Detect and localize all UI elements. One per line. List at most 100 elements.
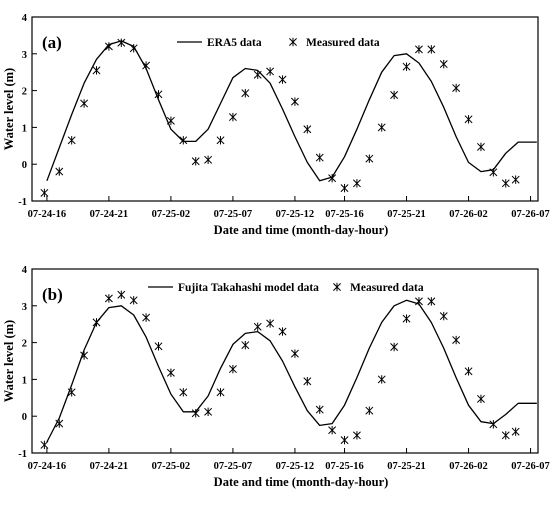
x-tick-label: 07-26-02: [449, 461, 488, 472]
measured-point: [204, 407, 213, 416]
legend-marker-swatch: [333, 282, 341, 292]
measured-point: [501, 431, 510, 440]
measured-point: [278, 327, 287, 336]
measured-point: [439, 59, 448, 69]
measured-point: [365, 406, 374, 415]
x-tick-label: 07-26-02: [449, 209, 488, 220]
x-tick-label: 07-25-07: [214, 209, 253, 220]
y-tick-label: 3: [22, 302, 27, 313]
panel-label: (b): [42, 285, 63, 304]
x-tick-label: 07-25-12: [276, 209, 315, 220]
y-tick-label: 1: [22, 123, 27, 134]
measured-point: [414, 45, 423, 54]
y-tick-label: 0: [22, 412, 27, 423]
x-tick-label: 07-25-21: [387, 209, 426, 220]
x-tick-label: 07-24-21: [90, 209, 129, 220]
measured-point: [191, 157, 200, 166]
measured-point: [166, 116, 175, 125]
x-tick-label: 07-24-21: [90, 461, 129, 472]
legend: ERA5 data Measured data: [177, 37, 380, 49]
measured-point: [129, 44, 138, 53]
measured-point: [290, 97, 299, 106]
y-tick-label: 3: [22, 50, 27, 61]
measured-point: [377, 375, 386, 384]
measured-point: [464, 115, 473, 124]
measured-point: [67, 136, 76, 145]
measured-point: [154, 342, 163, 351]
plot-frame: [31, 16, 539, 202]
measured-point: [154, 90, 163, 99]
x-tick-label: 07-24-16: [28, 461, 67, 472]
y-tick-label: 2: [22, 87, 27, 98]
measured-point: [476, 394, 485, 404]
panel-label: (a): [42, 33, 62, 52]
measured-point: [80, 99, 89, 108]
measured-point: [117, 290, 126, 299]
measured-point: [511, 175, 520, 184]
measured-point: [427, 45, 436, 54]
measured-point: [489, 420, 498, 429]
y-tick-label: 2: [22, 339, 27, 350]
measured-point: [253, 322, 262, 331]
measured-point: [241, 88, 250, 98]
measured-point: [67, 388, 76, 397]
measured-point: [40, 188, 49, 198]
measured-point: [253, 70, 262, 79]
measured-point: [340, 435, 349, 445]
y-tick-label: 0: [22, 160, 27, 171]
measured-point: [266, 67, 275, 76]
y-tick-label: 4: [22, 13, 28, 24]
measured-point: [452, 83, 461, 93]
series-line-era5-data: [46, 40, 537, 182]
measured-point: [328, 425, 337, 435]
measured-point: [117, 38, 126, 47]
y-tick-label: -1: [18, 449, 27, 460]
measured-point: [315, 405, 324, 414]
measured-point: [427, 297, 436, 306]
measured-point: [511, 427, 520, 436]
y-tick-label: -1: [18, 197, 27, 208]
legend-line-label: Fujita Takahashi model data: [178, 282, 319, 294]
measured-point: [241, 340, 250, 350]
x-tick-label: 07-25-16: [325, 209, 364, 220]
measured-point: [142, 313, 151, 322]
chart-panel-1: -1 0 1 2 3 4 07-24-16 07-24-21 07-25-02 07-25-07 0…: [2, 13, 550, 237]
y-axis-label: Water level (m): [2, 68, 16, 150]
legend: Fujita Takahashi model data Measured data: [148, 282, 424, 294]
measured-point: [476, 142, 485, 152]
x-tick-label: 07-25-02: [152, 209, 191, 220]
measured-point: [278, 75, 287, 84]
measured-point: [439, 311, 448, 321]
y-axis-label: Water level (m): [2, 320, 16, 402]
measured-point: [216, 136, 225, 145]
measured-point: [55, 167, 64, 176]
measured-point: [166, 368, 175, 377]
measured-point: [303, 377, 312, 386]
measured-point: [315, 153, 324, 162]
measured-point: [228, 112, 237, 122]
y-tick-label: 4: [22, 265, 28, 276]
x-tick-label: 07-25-02: [152, 461, 191, 472]
measured-point: [104, 42, 113, 51]
x-tick-label: 07-26-07: [511, 209, 550, 220]
measured-point: [216, 388, 225, 397]
x-axis-label: Date and time (month-day-hour): [214, 223, 389, 237]
measured-point: [489, 168, 498, 177]
measured-point: [452, 335, 461, 345]
x-tick-label: 07-25-12: [276, 461, 315, 472]
measured-point: [328, 173, 337, 183]
measured-point: [80, 351, 89, 360]
measured-point: [352, 431, 361, 440]
measured-point: [303, 125, 312, 134]
measured-point: [402, 62, 411, 71]
measured-point: [142, 61, 151, 70]
chart-panel-2: -1 0 1 2 3 4 07-24-16 07-24-21 07-25-02 07-25-07 0…: [2, 265, 550, 489]
measured-point: [179, 388, 188, 397]
measured-point: [365, 154, 374, 163]
measured-point: [464, 367, 473, 376]
measured-point: [40, 440, 49, 450]
measured-point: [92, 318, 101, 327]
x-tick-label: 07-25-16: [325, 461, 364, 472]
measured-point: [390, 90, 399, 100]
